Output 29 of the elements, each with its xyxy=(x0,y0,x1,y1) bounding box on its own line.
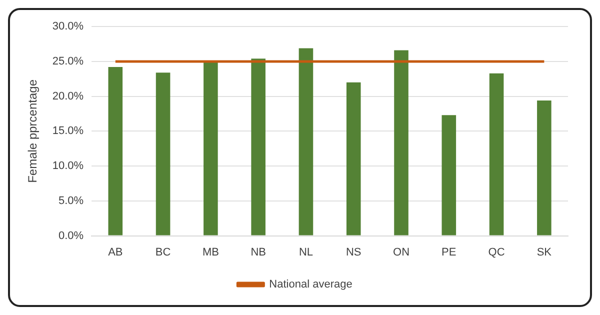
x-tick-label: ON xyxy=(393,246,410,258)
bar xyxy=(298,48,314,236)
x-tick-label: NL xyxy=(298,246,314,258)
x-tick-label: PE xyxy=(442,246,456,258)
bar xyxy=(537,100,552,236)
y-tick-label: 5.0% xyxy=(58,194,84,207)
x-tick-label: NB xyxy=(250,246,266,258)
bar xyxy=(489,73,504,236)
x-tick-label: SK xyxy=(536,246,552,258)
bar xyxy=(346,82,361,236)
y-tick-label: 0.0% xyxy=(58,230,84,242)
bar xyxy=(108,67,123,236)
y-axis-title: Female pprcentage xyxy=(26,79,40,183)
bar xyxy=(394,50,408,236)
x-tick-label: QC xyxy=(488,246,505,258)
y-tick-label: 15.0% xyxy=(52,125,84,138)
legend-label: National average xyxy=(269,278,352,291)
x-tick-label: AB xyxy=(108,246,123,258)
bar xyxy=(442,115,456,236)
y-tick-label: 25.0% xyxy=(52,56,84,68)
bar xyxy=(204,61,218,236)
y-tick-label: 20.0% xyxy=(52,90,84,102)
x-tick-label: NS xyxy=(346,246,362,258)
bar xyxy=(156,72,170,236)
bar xyxy=(251,58,266,236)
y-tick-label: 10.0% xyxy=(52,160,84,172)
x-tick-label: MB xyxy=(202,246,219,258)
y-tick-label: 30.0% xyxy=(52,20,84,33)
x-tick-label: BC xyxy=(155,246,171,258)
